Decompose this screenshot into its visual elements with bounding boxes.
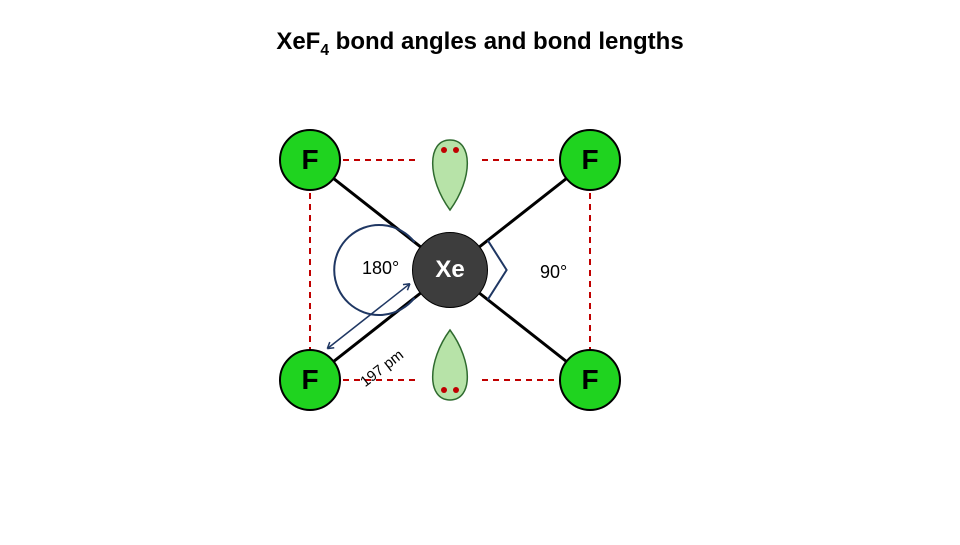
angle-90-label: 90°: [540, 262, 567, 283]
fluorine-bottom-left: F: [279, 349, 341, 411]
xenon-label: Xe: [435, 256, 464, 284]
fluorine-label: F: [301, 364, 318, 396]
fluorine-label: F: [301, 144, 318, 176]
fluorine-label: F: [581, 364, 598, 396]
fluorine-top-right: F: [559, 129, 621, 191]
xenon-center: Xe: [412, 232, 488, 308]
angle-180-label: 180°: [362, 258, 399, 279]
diagram-stage: F F F F Xe 180° 90° 197 pm: [0, 0, 960, 540]
fluorine-top-left: F: [279, 129, 341, 191]
fluorine-bottom-right: F: [559, 349, 621, 411]
fluorine-label: F: [581, 144, 598, 176]
